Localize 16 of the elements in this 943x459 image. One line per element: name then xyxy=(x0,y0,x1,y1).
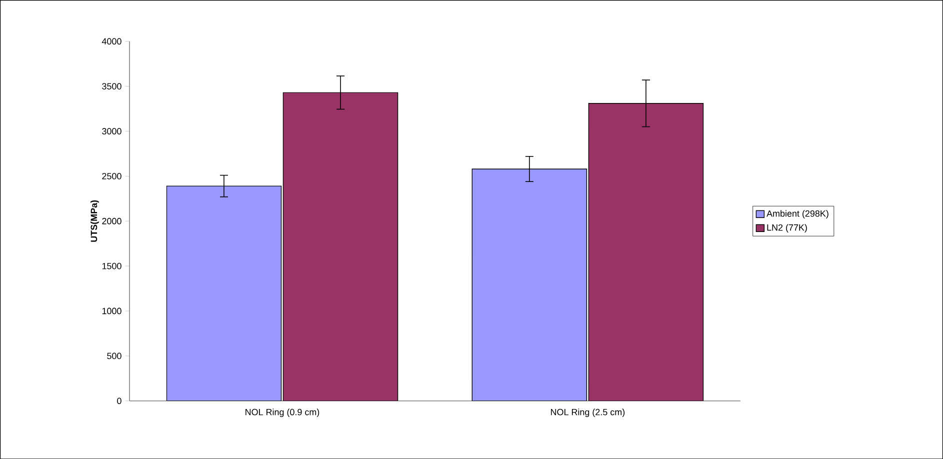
y-tick-label: 1000 xyxy=(102,308,122,314)
legend-label: LN2 (77K) xyxy=(767,224,807,232)
y-tick-label: 4000 xyxy=(102,38,122,44)
y-tick-label: 2000 xyxy=(102,218,122,224)
legend-label: Ambient (298K) xyxy=(766,210,828,218)
y-tick-label: 0 xyxy=(117,398,122,404)
bar xyxy=(166,186,282,401)
y-tick-label: 3000 xyxy=(102,128,122,134)
y-tick-label: 500 xyxy=(107,352,122,359)
x-tick-label: NOL Ring (0.9 cm) xyxy=(246,408,320,417)
bar xyxy=(472,168,588,401)
y-tick-label: 3500 xyxy=(102,82,122,90)
y-axis-title: UTS(MPa) xyxy=(90,200,99,242)
y-tick-label: 2500 xyxy=(102,172,122,180)
x-tick-label: NOL Ring (2.5 cm) xyxy=(550,408,625,417)
y-tick-label: 1500 xyxy=(102,262,122,270)
